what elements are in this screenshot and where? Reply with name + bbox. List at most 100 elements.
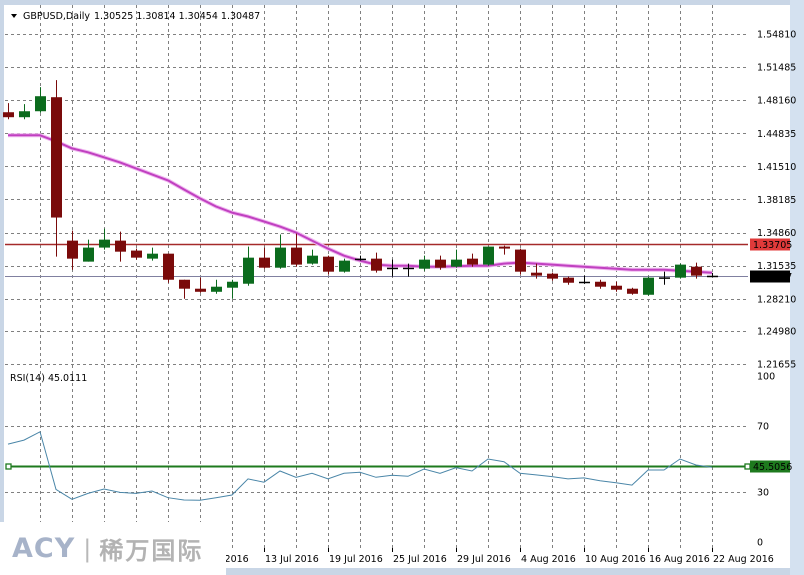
candle-body — [355, 258, 366, 261]
candle-body — [579, 281, 590, 284]
candle — [467, 253, 478, 267]
rsi-tick-label: 100 — [757, 372, 775, 383]
candle-body — [643, 277, 654, 295]
price-tick-label: 1.31535 — [757, 261, 796, 272]
time-tick-label: 10 Aug 2016 — [585, 554, 646, 565]
candle — [323, 255, 334, 275]
price-tick-label: 1.28210 — [757, 294, 796, 305]
candle — [67, 230, 78, 270]
candle — [579, 275, 590, 284]
candle — [291, 233, 302, 267]
candle-body — [19, 111, 30, 118]
price-tick-label: 1.24980 — [757, 326, 796, 337]
rsi-level-handle-right — [744, 463, 751, 470]
candle-body — [563, 277, 574, 283]
level-price-tag — [750, 238, 790, 251]
dropdown-triangle-icon[interactable] — [11, 14, 17, 18]
candle-body — [211, 286, 222, 292]
candle — [179, 279, 190, 299]
candle-body — [3, 112, 14, 118]
candle — [147, 247, 158, 261]
rsi-level-tag — [750, 460, 790, 473]
watermark-brand: ACY — [12, 533, 76, 564]
candle — [35, 87, 46, 113]
price-tick-label: 1.41510 — [757, 162, 796, 173]
candle-body — [163, 253, 174, 280]
candle — [483, 246, 494, 266]
candle — [115, 231, 126, 262]
price-tick-label: 1.21655 — [757, 360, 796, 371]
candle-body — [83, 247, 94, 262]
candle-body — [147, 253, 158, 259]
candle-body — [483, 246, 494, 265]
candle-body — [307, 255, 318, 264]
rsi-title: RSI(14) 45.0111 — [10, 373, 87, 384]
time-tick-label: 29 Jul 2016 — [457, 554, 511, 565]
price-tick-label: 1.38185 — [757, 195, 796, 206]
candle — [339, 258, 350, 273]
candle — [691, 262, 702, 279]
candle-body — [67, 240, 78, 259]
candle — [419, 255, 430, 271]
candle-body — [515, 249, 526, 272]
candle — [131, 248, 142, 260]
candle-body — [35, 96, 46, 112]
rsi-tick-label: 0 — [757, 538, 763, 549]
candle-body — [659, 277, 670, 279]
candle-body — [595, 281, 606, 287]
window-left-frame — [0, 0, 4, 575]
time-tick-label: 13 Jul 2016 — [265, 554, 319, 565]
level-price-label: 1.33705 — [753, 240, 792, 251]
candle — [643, 276, 654, 296]
window-bottom-frame — [226, 568, 790, 575]
candle-body — [131, 250, 142, 258]
rsi-level-label: 45.5056 — [753, 462, 792, 473]
candle-body — [627, 288, 638, 294]
candle — [19, 104, 30, 120]
candle-body — [691, 266, 702, 276]
candle-body — [243, 257, 254, 284]
candle — [403, 263, 414, 277]
candle — [499, 245, 510, 255]
candle-body — [51, 97, 62, 218]
time-tick-label: 22 Aug 2016 — [713, 554, 774, 565]
candle-body — [547, 273, 558, 279]
candle-body — [611, 285, 622, 290]
acy-watermark-logo: ACY | 稀万国际 — [0, 522, 226, 575]
candle-body — [227, 281, 238, 288]
candle — [595, 279, 606, 289]
price-tick-label: 1.44835 — [757, 129, 796, 140]
candle — [451, 249, 462, 268]
window-right-frame[interactable] — [790, 0, 804, 575]
time-tick-label: 25 Jul 2016 — [393, 554, 447, 565]
candle — [259, 247, 270, 269]
time-tick-label: 16 Aug 2016 — [649, 554, 710, 565]
candle-body — [291, 247, 302, 265]
candle — [387, 259, 398, 277]
candle — [227, 279, 238, 299]
candle — [243, 246, 254, 286]
candle-body — [419, 259, 430, 269]
candle-body — [99, 239, 110, 248]
candle — [371, 252, 382, 273]
price-axis: 1.54810 1.51485 1.48160 1.44835 1.41510 1.381… — [757, 30, 796, 371]
candle — [675, 263, 686, 279]
time-tick-label: 19 Jul 2016 — [329, 554, 383, 565]
candle — [611, 281, 622, 292]
candle-body — [179, 279, 190, 289]
candle-body — [323, 256, 334, 272]
price-tick-label: 1.34860 — [757, 228, 796, 239]
watermark-chinese: 稀万国际 — [99, 537, 204, 565]
current-price-tag — [750, 270, 790, 283]
rsi-pane: 100 70 30 0 45.5056 — [5, 372, 792, 549]
rsi-level-handle-left — [5, 463, 12, 470]
candle — [435, 255, 446, 270]
candle — [307, 249, 318, 265]
price-tick-label: 1.54810 — [757, 30, 796, 41]
candle — [83, 239, 94, 262]
current-price-label: 1.30487 — [753, 272, 792, 283]
chart-header: GBPUSD,Daily 1.30525 1.30814 1.30454 1.3… — [11, 11, 260, 22]
candle — [515, 248, 526, 275]
candle — [163, 253, 174, 283]
candle-body — [259, 257, 270, 268]
